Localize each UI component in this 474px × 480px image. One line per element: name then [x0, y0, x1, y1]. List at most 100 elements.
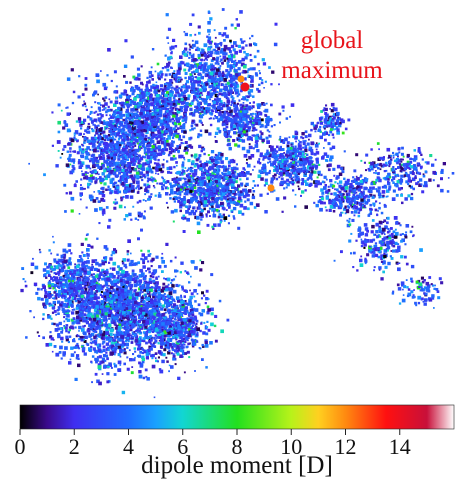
data-point	[117, 274, 120, 278]
data-point	[164, 311, 167, 314]
data-point	[219, 110, 222, 114]
data-point	[204, 170, 208, 174]
data-point	[199, 268, 203, 272]
data-point	[126, 187, 130, 191]
data-point	[126, 176, 130, 179]
data-point	[100, 104, 102, 106]
data-point	[140, 175, 143, 178]
data-point	[259, 72, 261, 75]
data-point	[209, 92, 213, 96]
data-point	[233, 75, 236, 78]
data-point	[271, 155, 275, 159]
data-point	[262, 103, 266, 106]
data-point	[110, 115, 115, 119]
data-point	[166, 124, 170, 128]
data-point	[214, 163, 218, 168]
data-point	[163, 106, 167, 110]
data-point	[181, 106, 184, 108]
data-point	[243, 124, 247, 128]
data-point	[71, 170, 75, 173]
data-point	[97, 147, 100, 150]
data-point	[87, 172, 89, 174]
data-point	[86, 127, 90, 131]
data-point	[132, 152, 137, 156]
data-point	[138, 94, 143, 99]
data-point	[190, 175, 193, 178]
data-point	[146, 183, 150, 187]
data-point	[190, 187, 194, 191]
data-point	[222, 185, 225, 188]
data-point	[173, 200, 176, 203]
data-point	[225, 69, 229, 73]
data-point	[290, 103, 295, 107]
data-point	[132, 162, 136, 166]
data-point	[219, 100, 223, 103]
data-point	[131, 160, 134, 163]
data-point	[136, 129, 141, 133]
data-point	[163, 113, 166, 116]
data-point	[177, 71, 181, 75]
data-point	[281, 155, 284, 158]
data-point	[183, 216, 187, 220]
data-point	[172, 74, 177, 78]
data-point	[203, 59, 206, 62]
data-point	[127, 163, 130, 166]
data-point	[139, 156, 144, 161]
data-point	[55, 164, 59, 168]
data-point	[237, 60, 242, 64]
data-point	[208, 33, 210, 36]
data-point	[103, 160, 107, 164]
data-point	[287, 174, 291, 177]
data-point	[122, 132, 125, 135]
data-point	[343, 150, 346, 153]
data-point	[228, 175, 232, 179]
data-point	[155, 137, 159, 140]
data-point	[227, 171, 231, 175]
data-point	[174, 157, 177, 160]
data-point	[95, 163, 100, 167]
data-point	[118, 166, 121, 169]
data-point	[216, 168, 221, 172]
data-point	[266, 119, 270, 123]
data-point	[109, 191, 112, 195]
data-point	[164, 65, 167, 69]
data-point	[95, 110, 98, 113]
data-point	[283, 196, 287, 200]
data-point	[138, 164, 142, 169]
data-point	[90, 136, 95, 141]
data-point	[115, 161, 120, 166]
data-point	[100, 70, 102, 72]
data-point	[217, 187, 220, 190]
data-point	[101, 109, 104, 111]
data-point	[148, 323, 150, 326]
data-point	[266, 140, 270, 144]
data-point	[169, 182, 172, 186]
data-point	[292, 171, 296, 174]
data-point	[125, 108, 130, 113]
data-point	[246, 120, 250, 124]
data-point	[87, 126, 90, 128]
data-point	[200, 54, 204, 57]
data-point	[197, 92, 200, 95]
data-point	[119, 144, 121, 146]
data-point	[315, 142, 318, 144]
data-point	[260, 124, 264, 128]
data-point	[173, 87, 177, 91]
data-point	[87, 130, 91, 134]
data-point	[181, 163, 185, 167]
data-point	[53, 297, 56, 300]
data-point	[228, 91, 232, 95]
data-point	[156, 152, 161, 157]
data-point	[182, 92, 185, 95]
data-point	[151, 353, 155, 358]
data-point	[297, 185, 300, 188]
data-point	[210, 176, 213, 179]
data-point	[212, 189, 217, 193]
data-point	[160, 73, 164, 76]
data-point	[156, 126, 159, 129]
data-point	[123, 75, 126, 78]
data-point	[182, 187, 186, 191]
data-point	[197, 73, 200, 76]
data-point	[223, 216, 228, 220]
data-point	[279, 172, 283, 176]
